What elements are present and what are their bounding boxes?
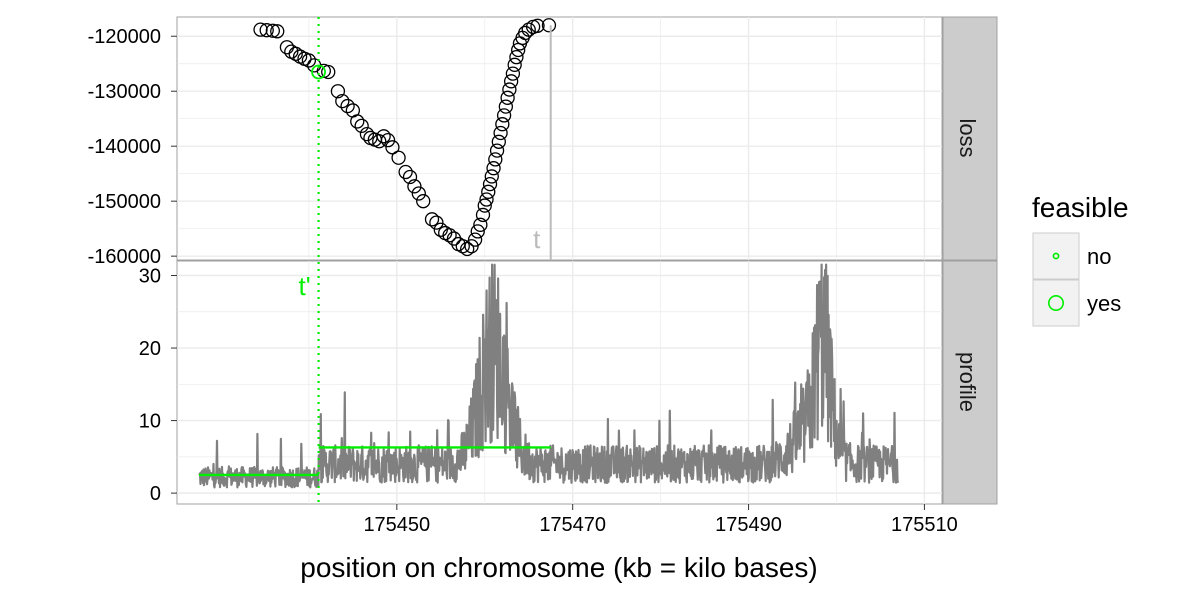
legend-title: feasible [1032, 192, 1129, 223]
loss-point [470, 224, 485, 239]
loss-point [481, 184, 496, 199]
profile-signal [198, 263, 900, 489]
loss-point [464, 239, 479, 254]
loss-point [507, 57, 522, 72]
loss-y-axis: -120000 -130000 -140000 -150000 -160000 [88, 26, 177, 268]
x-tick-label: 175450 [363, 514, 430, 536]
loss-y-tick-label: -130000 [88, 81, 161, 103]
loss-points [253, 18, 557, 257]
profile-y-tick-label: 20 [139, 338, 161, 360]
loss-point [402, 169, 418, 185]
loss-point [350, 114, 365, 129]
x-tick-label: 175470 [539, 514, 606, 536]
loss-point [467, 232, 483, 247]
loss-point [288, 46, 303, 61]
legend-symbol-no [1052, 252, 1060, 260]
loss-point [496, 108, 512, 123]
loss-point [398, 164, 413, 180]
loss-point [442, 228, 457, 243]
loss-point [411, 186, 426, 201]
loss-point [429, 215, 444, 230]
loss-point [482, 176, 498, 192]
profile-y-tick-label: 30 [139, 266, 161, 288]
loss-point [385, 140, 400, 155]
loss-point [359, 126, 375, 142]
facet-strip-profile: profile [942, 260, 998, 505]
loss-point [330, 84, 346, 99]
loss-point [505, 66, 521, 81]
loss-point [380, 132, 396, 148]
loss-point [391, 150, 406, 165]
loss-y-tick-label: -120000 [88, 26, 161, 48]
legend-symbol-yes [1048, 294, 1065, 311]
strip-label-loss: loss [955, 118, 980, 157]
x-axis: 175450 175470 175490 175510 [363, 504, 958, 536]
legend-key-yes [1032, 279, 1080, 327]
loss-panel [176, 16, 943, 261]
loss-point [259, 23, 274, 38]
loss-point [509, 49, 524, 65]
loss-point [407, 179, 422, 194]
loss-point [321, 64, 336, 80]
loss-point [498, 99, 514, 114]
loss-point [455, 239, 470, 254]
x-tick-label: 175490 [715, 514, 782, 536]
loss-y-tick-label: -160000 [88, 246, 161, 268]
loss-point [484, 169, 499, 184]
profile-y-tick-label: 0 [150, 483, 161, 505]
x-axis-title: position on chromosome (kb = kilo bases) [300, 552, 817, 583]
legend-label-yes: yes [1087, 291, 1121, 316]
annotation-t: t [533, 224, 541, 254]
strip-label-profile: profile [955, 352, 980, 412]
loss-point [493, 125, 508, 141]
loss-point [475, 207, 491, 223]
loss-y-tick-label: -140000 [88, 136, 161, 158]
annotation-t-prime: t' [298, 271, 310, 301]
loss-point [372, 134, 387, 149]
loss-point [530, 18, 545, 33]
loss-point [521, 22, 536, 37]
loss-point [416, 194, 431, 209]
loss-point [502, 82, 517, 97]
legend-key-no [1032, 232, 1080, 280]
loss-point [376, 129, 391, 144]
legend-label-no: no [1087, 244, 1111, 269]
loss-point [335, 93, 350, 109]
loss-point [491, 134, 506, 149]
loss-point [265, 23, 280, 38]
loss-point [301, 53, 317, 68]
facet-strip-loss: loss [942, 16, 998, 261]
loss-point [479, 192, 494, 207]
profile-y-axis: 30 20 10 0 [139, 266, 177, 505]
loss-point [486, 161, 501, 176]
loss-point [503, 74, 519, 89]
loss-point [424, 212, 440, 227]
profile-line [198, 263, 900, 489]
loss-point [477, 198, 492, 213]
loss-point [541, 18, 557, 33]
loss-point [354, 118, 369, 134]
loss-point [488, 152, 503, 167]
loss-point [270, 24, 285, 39]
loss-y-tick-label: -150000 [88, 191, 161, 213]
loss-point [460, 241, 475, 257]
x-tick-label: 175510 [891, 514, 958, 536]
loss-point [473, 217, 488, 232]
loss-point [500, 90, 515, 105]
loss-point-selected [311, 64, 326, 80]
loss-gridlines [177, 17, 942, 260]
loss-point [340, 98, 355, 114]
loss-point [489, 143, 505, 158]
loss-point [495, 117, 510, 132]
changepoint-overlay [198, 17, 552, 504]
profile-y-tick-label: 10 [139, 411, 161, 433]
legend: feasible no yes [1032, 192, 1129, 327]
